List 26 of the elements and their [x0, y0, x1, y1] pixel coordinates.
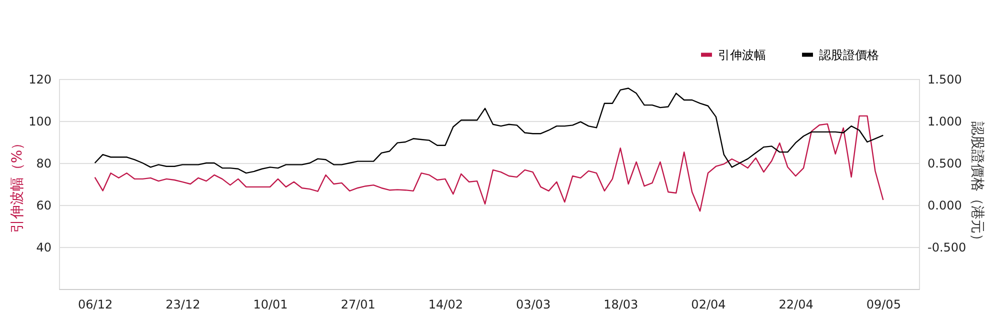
y-tick-label: 80	[36, 156, 52, 170]
x-tick-label: 10/01	[253, 298, 288, 312]
x-tick-label: 06/12	[78, 298, 113, 312]
y2-tick-label: 1.000	[928, 114, 962, 128]
x-tick-label: 18/03	[604, 298, 638, 312]
y2-tick-label: -0.500	[928, 240, 966, 254]
y2-tick-label: 1.500	[928, 72, 962, 86]
x-tick-label: 02/04	[691, 298, 726, 312]
x-tick-label: 27/01	[340, 298, 376, 312]
y2-axis-title: 認股證價格（港元）	[969, 122, 986, 248]
legend-label: 引伸波幅	[718, 48, 766, 62]
x-tick-label: 14/02	[428, 298, 463, 312]
y2-tick-label: 0.500	[928, 156, 962, 170]
line-series	[94, 88, 884, 174]
y-tick-label: 100	[28, 114, 52, 128]
line-series	[94, 115, 884, 212]
y-tick-label: 120	[28, 72, 52, 86]
y2-tick-label: 0.000	[928, 198, 962, 212]
legend-label: 認股證價格	[819, 48, 879, 62]
y-axis-title: 引伸波幅（%）	[10, 136, 26, 234]
x-tick-label: 03/03	[516, 298, 551, 312]
y-tick-label: 40	[36, 240, 52, 254]
x-tick-label: 23/12	[166, 298, 200, 312]
y-tick-label: 60	[36, 198, 52, 212]
x-tick-label: 09/05	[866, 298, 901, 312]
x-tick-label: 22/04	[778, 298, 814, 312]
